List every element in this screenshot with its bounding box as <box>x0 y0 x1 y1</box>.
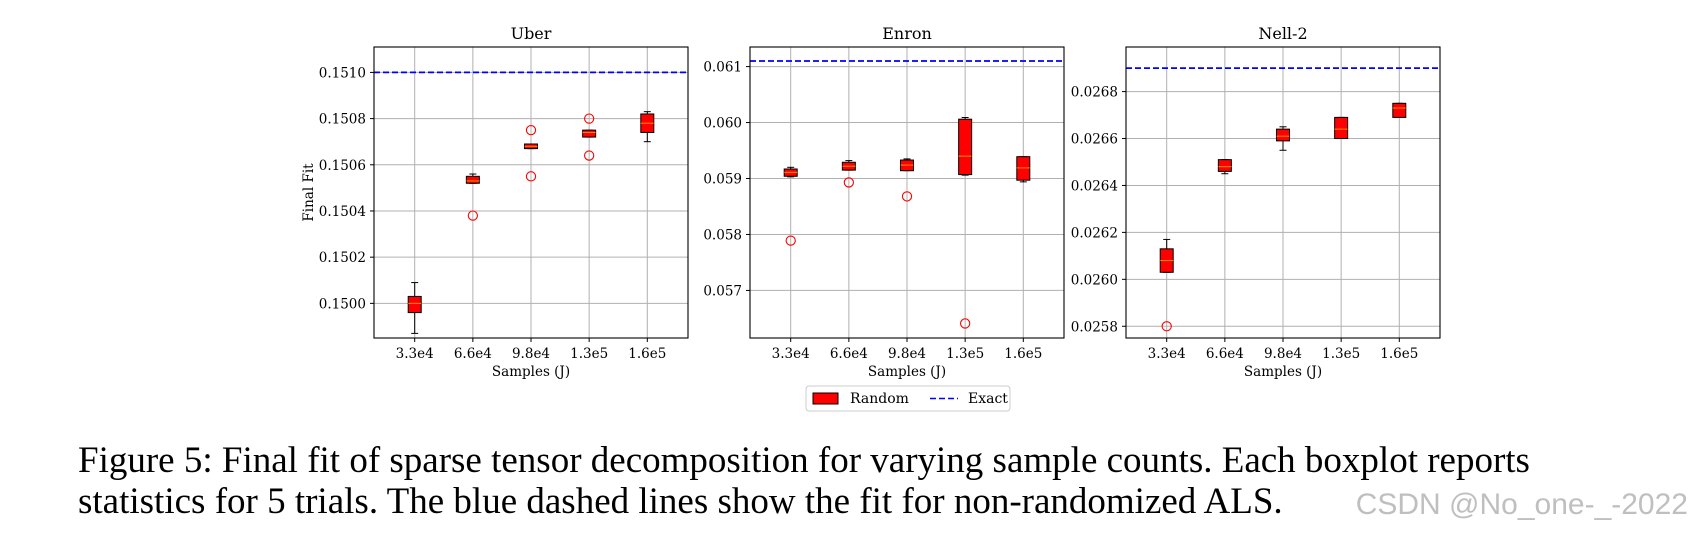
boxplot-3.3e4 <box>407 282 422 334</box>
uber-subplot: 0.1500 0.1502 0.1504 0.1506 0.1508 0.1510 3.3e… <box>301 24 689 380</box>
boxplot-6.6e4 <box>465 173 480 221</box>
subplot-title: Nell-2 <box>1258 24 1307 43</box>
x-tick-label: 9.8e4 <box>1264 346 1302 362</box>
figure-caption: Figure 5: Final fit of sparse tensor dec… <box>78 440 1678 522</box>
boxplot-1.3e5 <box>1334 116 1349 140</box>
y-tick-label: 0.060 <box>703 116 742 132</box>
x-axis-label: Samples (J) <box>492 364 570 380</box>
boxplot-1.6e5 <box>1016 156 1031 183</box>
x-tick-label: 1.6e5 <box>1380 346 1418 362</box>
y-tick-label: 0.1506 <box>319 158 366 174</box>
enron-subplot: 0.057 0.058 0.059 0.060 0.061 3.3e4 6.6e4 9.8e4… <box>703 24 1065 380</box>
boxplot-9.8e4 <box>1276 126 1290 151</box>
boxplot-3.3e4 <box>1159 238 1174 332</box>
box <box>1392 102 1407 118</box>
x-tick-label: 1.6e5 <box>1004 346 1042 362</box>
box <box>958 118 973 176</box>
x-tick-label: 1.3e5 <box>946 346 984 362</box>
y-tick-label: 0.1500 <box>319 296 366 312</box>
x-tick-label: 9.8e4 <box>888 346 926 362</box>
subplot-title: Uber <box>511 24 552 43</box>
x-tick-label: 1.3e5 <box>570 346 608 362</box>
outlier-point <box>583 113 595 124</box>
outlier-point <box>959 318 971 329</box>
y-tick-label: 0.057 <box>703 283 742 299</box>
x-tick-label: 1.6e5 <box>628 346 666 362</box>
x-axis-label: Samples (J) <box>1244 364 1322 380</box>
outlier-point <box>1161 321 1172 332</box>
y-tick-label: 0.0266 <box>1071 132 1118 148</box>
boxplot-1.6e5 <box>1392 102 1407 118</box>
nell-2-subplot: 0.0258 0.0260 0.0262 0.0264 0.0266 0.0268 3.3e… <box>1071 24 1441 380</box>
box <box>1217 159 1232 172</box>
axes-frame <box>1125 46 1441 339</box>
legend-frame <box>805 385 1011 412</box>
legend: Random Exact <box>805 385 1011 412</box>
box <box>1016 156 1031 181</box>
y-tick-label: 0.1502 <box>319 250 366 266</box>
outlier-point <box>583 150 595 161</box>
axes-frame <box>749 46 1065 339</box>
y-tick-label: 0.0258 <box>1071 319 1118 335</box>
boxplot-3.3e4 <box>783 166 798 246</box>
subplot-title: Enron <box>882 24 932 43</box>
boxplot-9.8e4 <box>524 124 538 182</box>
y-tick-label: 0.0268 <box>1071 85 1118 101</box>
x-tick-label: 3.3e4 <box>772 346 810 362</box>
box <box>465 175 480 184</box>
y-tick-label: 0.1504 <box>319 204 366 220</box>
legend-random-swatch <box>812 392 839 405</box>
outlier-point <box>843 177 855 188</box>
boxplot-6.6e4 <box>1217 159 1232 175</box>
y-tick-label: 0.059 <box>703 172 742 188</box>
box <box>1276 128 1290 142</box>
y-axis-label: Final Fit <box>301 163 317 222</box>
x-tick-label: 9.8e4 <box>512 346 550 362</box>
boxplot-6.6e4 <box>841 160 856 188</box>
caption-line-2: statistics for 5 trials. The blue dashed… <box>78 481 1283 522</box>
x-tick-label: 6.6e4 <box>830 346 868 362</box>
legend-exact-label: Exact <box>968 391 1008 407</box>
boxplot-9.8e4 <box>900 158 914 202</box>
y-tick-label: 0.061 <box>703 60 742 76</box>
box <box>1334 116 1349 140</box>
x-tick-label: 1.3e5 <box>1322 346 1360 362</box>
box <box>407 295 422 314</box>
outlier-point <box>901 191 913 202</box>
x-tick-label: 3.3e4 <box>396 346 434 362</box>
watermark: CSDN @No_one-_-2022 <box>1355 488 1688 521</box>
caption-line-1: Figure 5: Final fit of sparse tensor dec… <box>78 440 1530 481</box>
outlier-point <box>785 235 796 246</box>
x-tick-label: 3.3e4 <box>1148 346 1186 362</box>
boxplot-1.3e5 <box>582 113 597 161</box>
boxplot-1.3e5 <box>958 117 973 329</box>
y-tick-label: 0.0262 <box>1071 225 1118 241</box>
y-tick-label: 0.1508 <box>319 112 366 128</box>
y-tick-label: 0.0264 <box>1071 178 1118 194</box>
y-tick-label: 0.1510 <box>319 65 366 81</box>
y-tick-label: 0.0260 <box>1071 272 1118 288</box>
x-tick-label: 6.6e4 <box>1206 346 1244 362</box>
outlier-point <box>467 210 479 221</box>
box <box>582 129 597 138</box>
legend-random-label: Random <box>850 391 909 407</box>
x-axis-label: Samples (J) <box>868 364 946 380</box>
outlier-point <box>525 171 537 182</box>
y-tick-label: 0.058 <box>703 227 742 243</box>
outlier-point <box>525 124 537 136</box>
x-tick-label: 6.6e4 <box>454 346 492 362</box>
boxplot-1.6e5 <box>640 111 655 143</box>
axes-frame <box>373 46 689 339</box>
